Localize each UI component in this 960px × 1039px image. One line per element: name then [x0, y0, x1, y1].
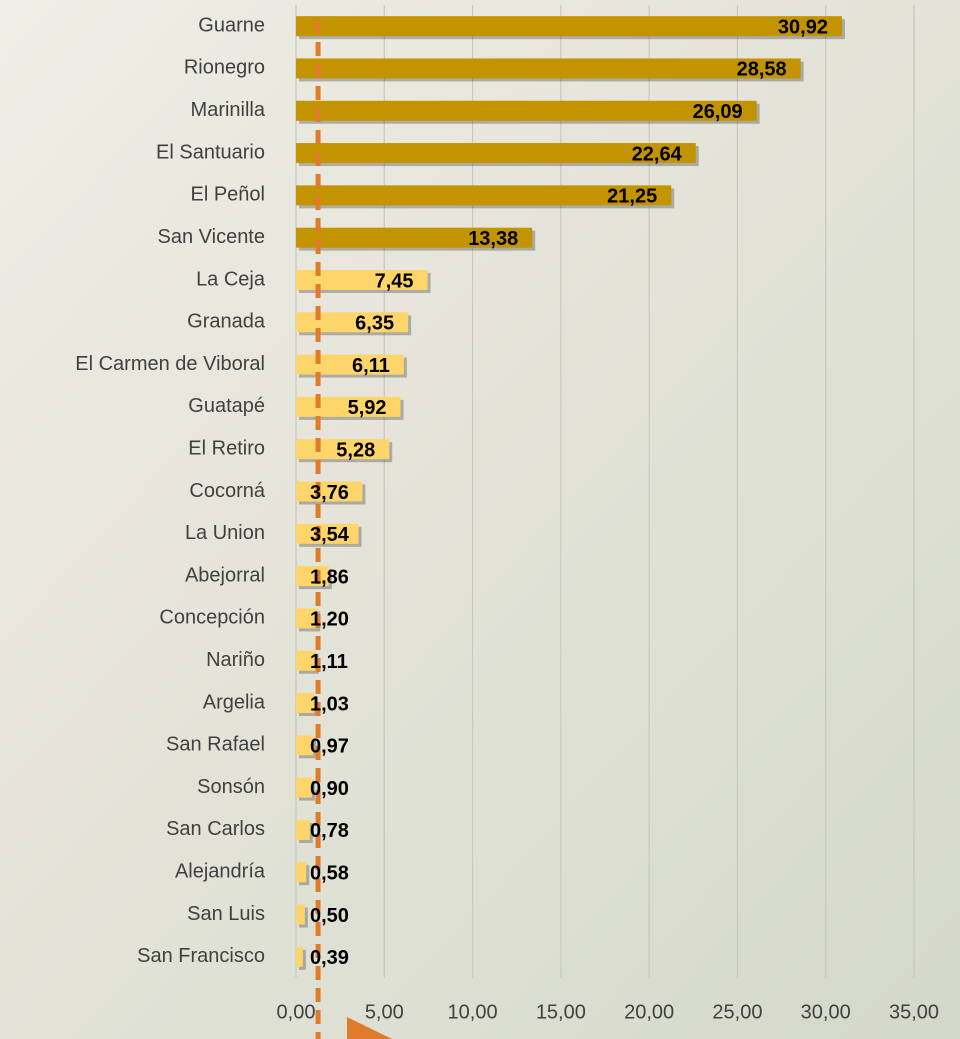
bar [296, 735, 314, 756]
value-label: 6,11 [352, 355, 390, 377]
category-label: Sonsón [197, 776, 265, 798]
category-label: Guatapé [188, 395, 265, 417]
value-label: 13,38 [468, 228, 518, 250]
bar [296, 16, 842, 37]
category-label: San Rafael [166, 734, 265, 756]
category-label: Abejorral [185, 564, 265, 586]
bar [296, 227, 533, 248]
value-label: 7,45 [375, 270, 414, 292]
category-label: Concepción [159, 607, 265, 629]
bars [296, 16, 845, 970]
value-label: 0,97 [310, 736, 349, 758]
value-label: 5,28 [336, 439, 375, 461]
category-label: Rionegro [184, 57, 265, 79]
category-label: San Luis [187, 903, 265, 925]
value-label: 30,92 [778, 16, 828, 38]
value-label: 1,03 [310, 693, 349, 715]
category-label: El Carmen de Viboral [75, 353, 265, 375]
category-label: Nariño [206, 649, 265, 671]
x-tick-label: 15,00 [536, 1001, 586, 1023]
category-label: San Carlos [166, 818, 265, 840]
bar [296, 481, 363, 502]
bar [296, 566, 329, 587]
bar [296, 58, 801, 79]
bar [296, 862, 307, 883]
bar [296, 143, 696, 164]
value-label: 22,64 [632, 143, 683, 165]
x-tick-label: 0,00 [277, 1001, 316, 1023]
bar [296, 608, 318, 629]
category-label: El Santuario [156, 141, 265, 163]
x-tick-label: 35,00 [889, 1001, 939, 1023]
value-label: 1,11 [310, 651, 348, 673]
value-label: 3,54 [310, 524, 350, 546]
value-label: 1,20 [310, 609, 349, 631]
category-label: La Union [185, 522, 265, 544]
category-label: Argelia [203, 691, 266, 713]
bar [296, 650, 316, 671]
value-label: 0,58 [310, 863, 349, 885]
bar [296, 904, 305, 925]
decor-triangle [347, 1017, 392, 1039]
x-tick-label: 20,00 [624, 1001, 674, 1023]
value-label: 1,86 [310, 566, 349, 588]
bar [296, 312, 409, 333]
grid [295, 5, 915, 978]
bar [296, 946, 303, 967]
category-label: Cocorná [189, 480, 265, 502]
bar [296, 693, 315, 714]
value-label: 0,39 [310, 947, 349, 969]
category-label: Alejandría [175, 861, 266, 883]
category-label: La Ceja [196, 268, 266, 290]
value-label: 0,50 [310, 905, 349, 927]
bar [296, 100, 757, 121]
bar [296, 819, 310, 840]
value-label: 0,90 [310, 778, 349, 800]
category-label: San Francisco [137, 945, 265, 967]
x-tick-label: 5,00 [365, 1001, 404, 1023]
x-tick-label: 25,00 [712, 1001, 762, 1023]
category-label: Granada [187, 311, 266, 333]
value-label: 28,58 [737, 59, 787, 81]
value-label: 5,92 [348, 397, 387, 419]
bar [296, 396, 401, 417]
category-label: Marinilla [191, 99, 266, 121]
category-label: Guarne [198, 14, 265, 36]
category-label: El Retiro [188, 437, 265, 459]
x-tick-label: 30,00 [801, 1001, 851, 1023]
bar [296, 523, 359, 544]
category-label: El Peñol [191, 184, 266, 206]
bar [296, 354, 404, 375]
bar [296, 777, 312, 798]
category-label: San Vicente [158, 226, 266, 248]
value-label: 21,25 [607, 186, 657, 208]
value-label: 6,35 [355, 313, 394, 335]
value-label: 26,09 [693, 101, 743, 123]
x-tick-label: 10,00 [448, 1001, 498, 1023]
value-label: 0,78 [310, 820, 349, 842]
value-label: 3,76 [310, 482, 349, 504]
bar [296, 185, 672, 206]
bar [296, 269, 428, 290]
